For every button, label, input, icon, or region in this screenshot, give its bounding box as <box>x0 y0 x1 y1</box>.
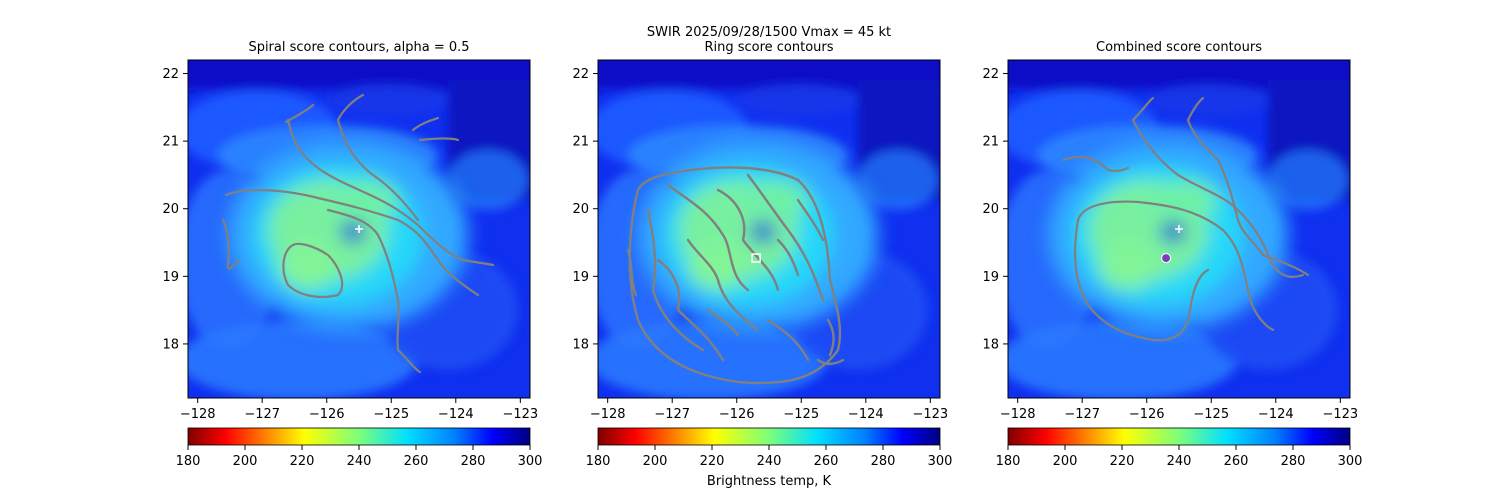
x-tick-label: −123 <box>502 407 538 422</box>
colorbar-tick-label: 240 <box>757 454 782 469</box>
colorbar-tick-label: 220 <box>700 454 725 469</box>
colorbar-ring-ticks: 180 200 220 240 260 280 300 <box>586 445 953 469</box>
colorbar-tick-label: 220 <box>290 454 315 469</box>
x-tick-label: −123 <box>1322 407 1358 422</box>
ring-panel-title: Ring score contours <box>704 40 833 55</box>
y-tick-label: 20 <box>162 202 179 217</box>
x-tick-label: −126 <box>719 407 755 422</box>
figure-suptitle: SWIR 2025/09/28/1500 Vmax = 45 kt <box>647 25 891 40</box>
colorbar-tick-label: 200 <box>1053 454 1078 469</box>
ring-x-axis: −128 −127 −126 −125 −124 −123 <box>590 398 948 422</box>
x-tick-label: −128 <box>590 407 626 422</box>
colorbar-tick-label: 300 <box>1338 454 1363 469</box>
y-tick-label: 19 <box>572 270 589 285</box>
ring-heatmap <box>588 50 950 400</box>
x-tick-label: −128 <box>180 407 216 422</box>
colorbar-combined: 180 200 220 240 260 280 300 <box>996 427 1363 469</box>
combined-score-contours <box>1061 96 1310 342</box>
ring-axes-frame <box>597 59 941 399</box>
colorbar-tick-label: 300 <box>928 454 953 469</box>
x-tick-label: −126 <box>1129 407 1165 422</box>
combined-panel-title: Combined score contours <box>1096 40 1262 55</box>
panel-combined: Combined score contours −128 −127 −126 −125… <box>982 40 1358 422</box>
colorbar-tick-label: 220 <box>1110 454 1135 469</box>
best-track-plus <box>1175 225 1183 233</box>
y-tick-label: 22 <box>982 67 999 82</box>
y-tick-label: 20 <box>572 202 589 217</box>
y-tick-label: 19 <box>982 270 999 285</box>
y-tick-label: 19 <box>162 270 179 285</box>
x-tick-label: −128 <box>1000 407 1036 422</box>
y-tick-label: 18 <box>982 337 999 352</box>
y-tick-label: 18 <box>162 337 179 352</box>
combined-y-axis: 18 19 20 21 22 <box>982 67 1008 352</box>
colorbar-tick-label: 300 <box>518 454 543 469</box>
colorbar-tick-label: 280 <box>871 454 896 469</box>
colorbar-tick-label: 180 <box>996 454 1021 469</box>
panel-spiral: Spiral score contours, alpha = 0.5 −128−… <box>162 40 538 422</box>
ring-center-square <box>751 253 761 263</box>
y-tick-label: 21 <box>572 135 589 150</box>
colorbar-tick-label: 200 <box>643 454 668 469</box>
y-tick-label: 20 <box>982 202 999 217</box>
x-tick-label: −127 <box>654 407 690 422</box>
combined-axes-frame <box>1007 59 1351 399</box>
y-tick-label: 22 <box>162 67 179 82</box>
colorbar-tick-label: 260 <box>814 454 839 469</box>
colorbar-tick-label: 260 <box>1224 454 1249 469</box>
x-tick-label: −127 <box>244 407 280 422</box>
colorbar-tick-label: 200 <box>233 454 258 469</box>
y-tick-label: 22 <box>572 67 589 82</box>
colorbar-tick-label: 180 <box>176 454 201 469</box>
spiral-x-axis: −128 −127 −126 −125 −124 −123 <box>180 398 538 422</box>
colorbar-tick-label: 240 <box>1167 454 1192 469</box>
spiral-score-contours <box>221 93 495 374</box>
colorbar-ring-bar <box>597 427 941 446</box>
colorbar-spiral-bar <box>187 427 531 446</box>
colorbar-tick-label: 180 <box>586 454 611 469</box>
colorbar-combined-ticks: 180 200 220 240 260 280 300 <box>996 445 1363 469</box>
colorbar-label: Brightness temp, K <box>707 474 832 489</box>
x-tick-label: −124 <box>1258 407 1294 422</box>
x-tick-label: −127 <box>1064 407 1100 422</box>
combined-x-axis: −128 −127 −126 −125 −124 −123 <box>1000 398 1358 422</box>
ring-score-contours <box>626 166 845 385</box>
combined-center-circle <box>1161 253 1172 264</box>
spiral-panel-title: Spiral score contours, alpha = 0.5 <box>248 40 469 55</box>
y-tick-label: 18 <box>572 337 589 352</box>
x-tick-label: −125 <box>373 407 409 422</box>
x-tick-label: −124 <box>438 407 474 422</box>
colorbar-spiral: 180 200 220 240 260 280 300 <box>176 427 543 469</box>
colorbar-ring: 180 200 220 240 260 280 300 Brightness temp, K <box>586 427 953 489</box>
x-tick-label: −124 <box>848 407 884 422</box>
spiral-y-axis: 18 19 20 21 22 <box>162 67 188 352</box>
x-tick-label: −125 <box>783 407 819 422</box>
panel-ring: SWIR 2025/09/28/1500 Vmax = 45 kt Ring s… <box>572 25 950 422</box>
best-track-plus <box>355 225 363 233</box>
y-tick-label: 21 <box>162 135 179 150</box>
colorbar-tick-label: 260 <box>404 454 429 469</box>
ring-y-axis: 18 19 20 21 22 <box>572 67 598 352</box>
colorbar-tick-label: 240 <box>347 454 372 469</box>
x-tick-label: −123 <box>912 407 948 422</box>
spiral-axes-frame <box>187 59 531 399</box>
x-tick-label: −125 <box>1193 407 1229 422</box>
colorbar-tick-label: 280 <box>461 454 486 469</box>
colorbar-spiral-ticks: 180 200 220 240 260 280 300 <box>176 445 543 469</box>
y-tick-label: 21 <box>982 135 999 150</box>
colorbar-combined-bar <box>1007 427 1351 446</box>
x-tick-label: −126 <box>309 407 345 422</box>
colorbar-tick-label: 280 <box>1281 454 1306 469</box>
